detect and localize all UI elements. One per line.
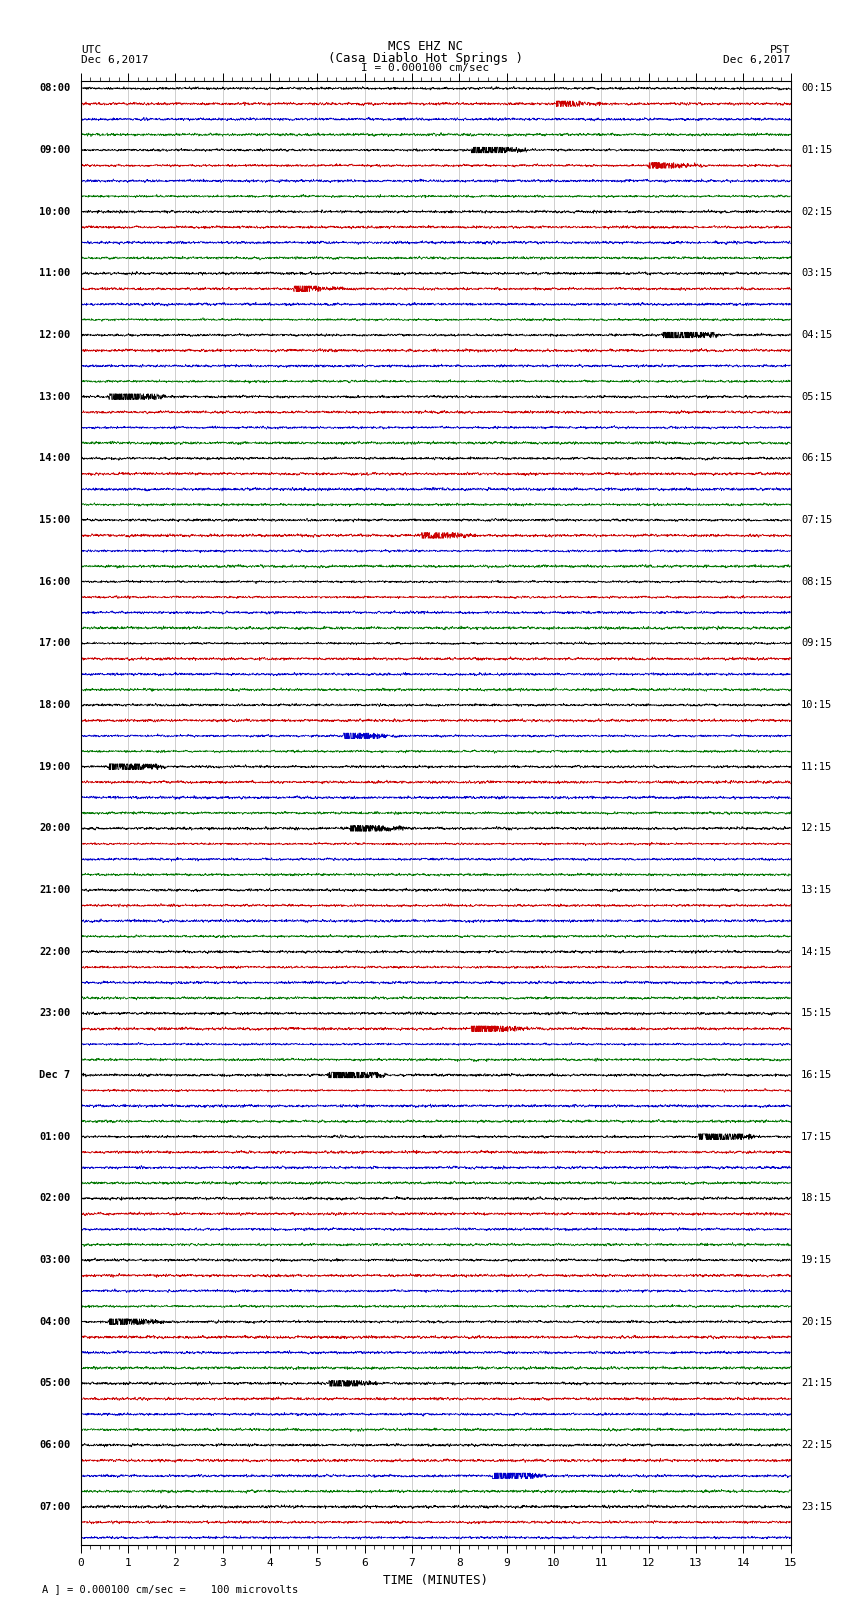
Text: 16:15: 16:15: [801, 1069, 832, 1081]
Text: 06:00: 06:00: [39, 1440, 71, 1450]
Text: 10:00: 10:00: [39, 206, 71, 216]
Text: 10:15: 10:15: [801, 700, 832, 710]
Text: 15:15: 15:15: [801, 1008, 832, 1018]
Text: 23:15: 23:15: [801, 1502, 832, 1511]
Text: 13:15: 13:15: [801, 886, 832, 895]
Text: 14:00: 14:00: [39, 453, 71, 463]
Text: 09:00: 09:00: [39, 145, 71, 155]
Text: 18:15: 18:15: [801, 1194, 832, 1203]
X-axis label: TIME (MINUTES): TIME (MINUTES): [383, 1574, 488, 1587]
Text: 07:15: 07:15: [801, 515, 832, 524]
Text: 05:00: 05:00: [39, 1379, 71, 1389]
Text: 04:15: 04:15: [801, 331, 832, 340]
Text: 23:00: 23:00: [39, 1008, 71, 1018]
Text: Dec 7: Dec 7: [39, 1069, 71, 1081]
Text: 21:15: 21:15: [801, 1379, 832, 1389]
Text: 11:15: 11:15: [801, 761, 832, 771]
Text: 11:00: 11:00: [39, 268, 71, 279]
Text: 01:15: 01:15: [801, 145, 832, 155]
Text: 16:00: 16:00: [39, 577, 71, 587]
Text: 03:00: 03:00: [39, 1255, 71, 1265]
Text: 07:00: 07:00: [39, 1502, 71, 1511]
Text: 17:15: 17:15: [801, 1132, 832, 1142]
Text: A ] = 0.000100 cm/sec =    100 microvolts: A ] = 0.000100 cm/sec = 100 microvolts: [42, 1584, 298, 1594]
Text: 22:00: 22:00: [39, 947, 71, 957]
Text: 00:15: 00:15: [801, 84, 832, 94]
Text: Dec 6,2017: Dec 6,2017: [723, 55, 791, 65]
Text: 02:15: 02:15: [801, 206, 832, 216]
Text: 12:00: 12:00: [39, 331, 71, 340]
Text: 19:15: 19:15: [801, 1255, 832, 1265]
Text: 01:00: 01:00: [39, 1132, 71, 1142]
Text: 03:15: 03:15: [801, 268, 832, 279]
Text: 02:00: 02:00: [39, 1194, 71, 1203]
Text: 18:00: 18:00: [39, 700, 71, 710]
Text: 22:15: 22:15: [801, 1440, 832, 1450]
Text: 12:15: 12:15: [801, 823, 832, 834]
Text: (Casa Diablo Hot Springs ): (Casa Diablo Hot Springs ): [327, 52, 523, 65]
Text: PST: PST: [770, 45, 790, 55]
Text: 20:00: 20:00: [39, 823, 71, 834]
Text: 08:15: 08:15: [801, 577, 832, 587]
Text: 15:00: 15:00: [39, 515, 71, 524]
Text: 04:00: 04:00: [39, 1316, 71, 1327]
Text: 09:15: 09:15: [801, 639, 832, 648]
Text: 06:15: 06:15: [801, 453, 832, 463]
Text: UTC: UTC: [81, 45, 101, 55]
Text: 20:15: 20:15: [801, 1316, 832, 1327]
Text: Dec 6,2017: Dec 6,2017: [81, 55, 148, 65]
Text: 19:00: 19:00: [39, 761, 71, 771]
Text: 21:00: 21:00: [39, 886, 71, 895]
Text: 13:00: 13:00: [39, 392, 71, 402]
Text: 08:00: 08:00: [39, 84, 71, 94]
Text: 17:00: 17:00: [39, 639, 71, 648]
Text: I = 0.000100 cm/sec: I = 0.000100 cm/sec: [361, 63, 489, 73]
Text: 05:15: 05:15: [801, 392, 832, 402]
Text: 14:15: 14:15: [801, 947, 832, 957]
Text: MCS EHZ NC: MCS EHZ NC: [388, 40, 462, 53]
